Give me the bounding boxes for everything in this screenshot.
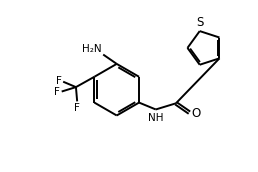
Text: F: F bbox=[54, 87, 60, 96]
Text: O: O bbox=[191, 107, 201, 120]
Text: H₂N: H₂N bbox=[82, 44, 102, 53]
Text: NH: NH bbox=[148, 113, 164, 123]
Text: F: F bbox=[74, 103, 80, 113]
Text: F: F bbox=[56, 76, 62, 86]
Text: S: S bbox=[197, 16, 204, 29]
